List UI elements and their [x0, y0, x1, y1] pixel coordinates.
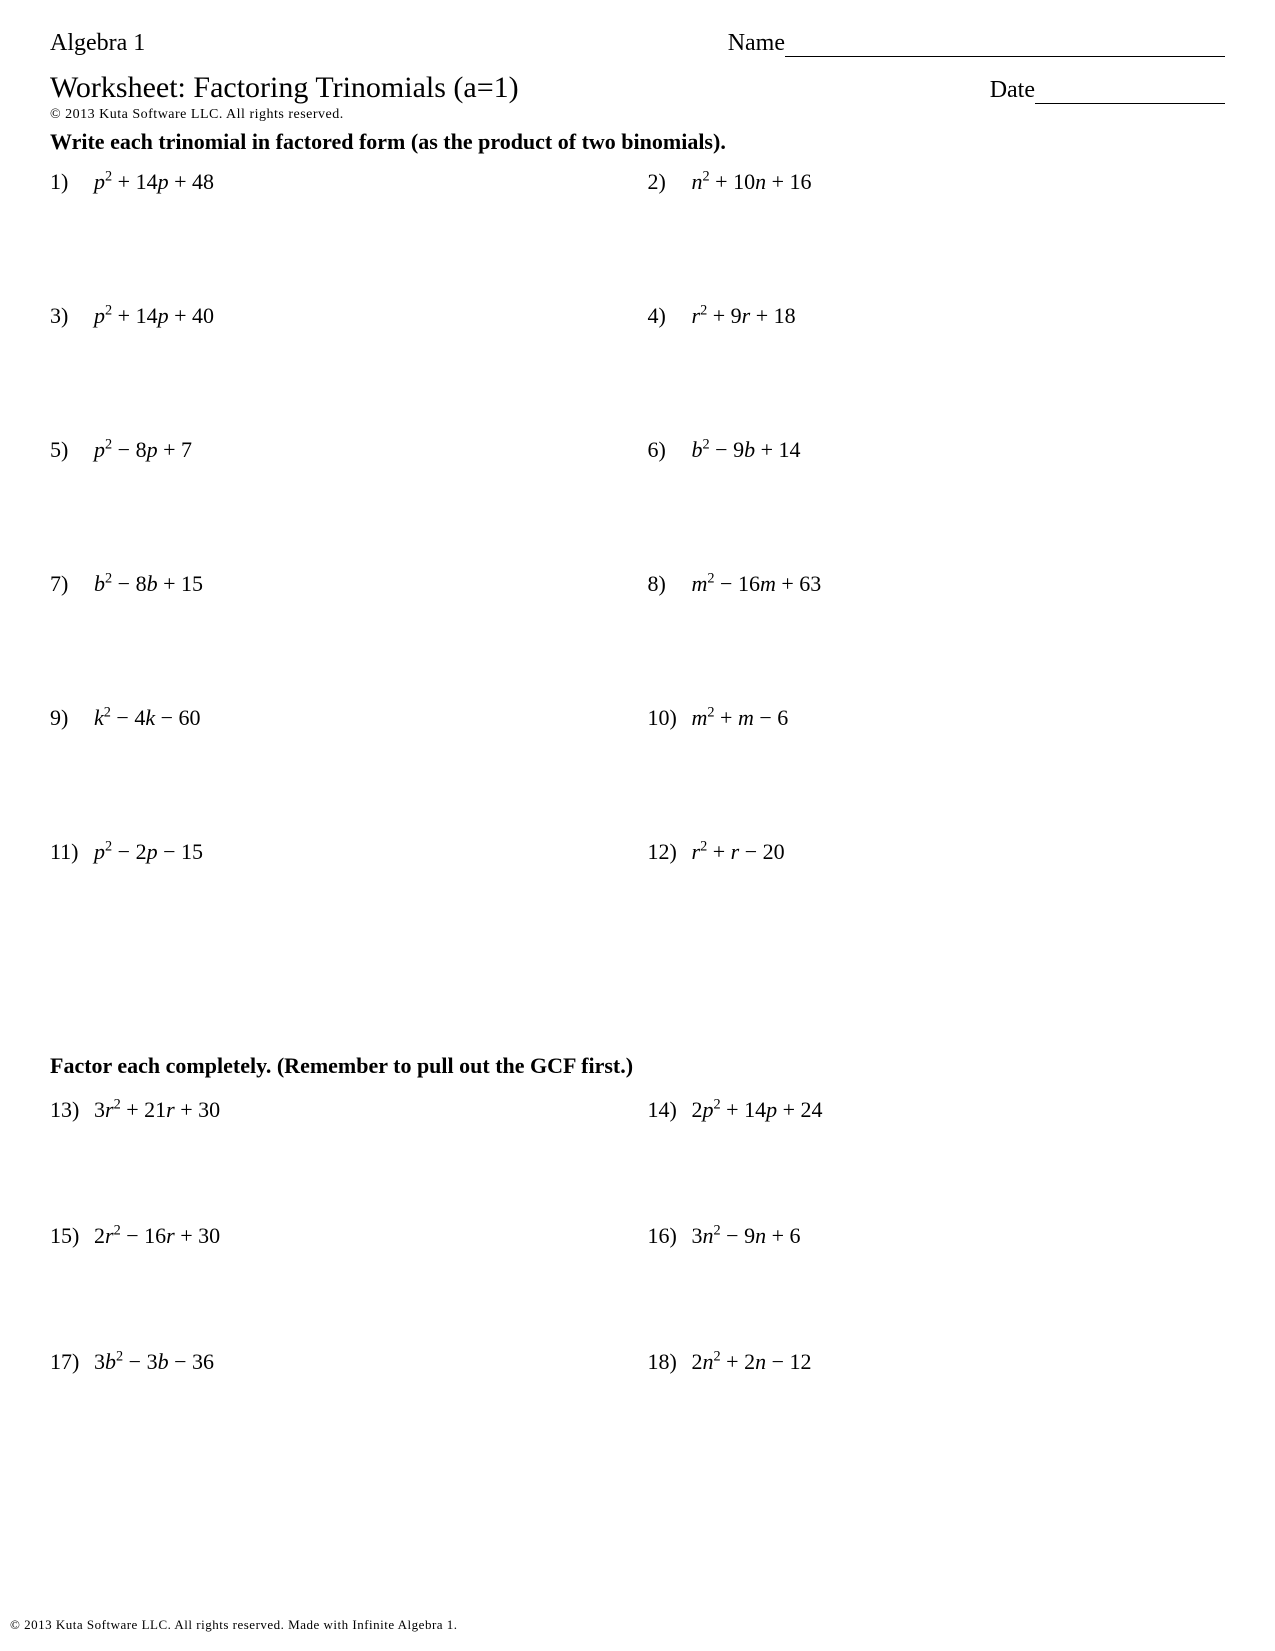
problem-expression: m2 − 16m + 63 — [692, 571, 822, 597]
problem-number: 17) — [50, 1349, 84, 1375]
title-row: Worksheet: Factoring Trinomials (a=1) © … — [50, 67, 1225, 123]
problem-expression: 2r2 − 16r + 30 — [94, 1223, 220, 1249]
problem-expression: n2 + 10n + 16 — [692, 169, 812, 195]
problem-item: 6) b2 − 9b + 14 — [648, 437, 1226, 463]
date-field: Date — [990, 77, 1225, 104]
footer-copyright: © 2013 Kuta Software LLC. All rights res… — [10, 1617, 458, 1633]
problem-expression: p2 + 14p + 40 — [94, 303, 214, 329]
problem-number: 15) — [50, 1223, 84, 1249]
problem-expression: 2p2 + 14p + 24 — [692, 1097, 823, 1123]
date-blank-line[interactable] — [1035, 103, 1225, 104]
problem-expression: 2n2 + 2n − 12 — [692, 1349, 812, 1375]
problem-item: 16) 3n2 − 9n + 6 — [648, 1223, 1226, 1249]
name-label: Name — [728, 30, 785, 56]
problem-item: 15) 2r2 − 16r + 30 — [50, 1223, 628, 1249]
problem-item: 18) 2n2 + 2n − 12 — [648, 1349, 1226, 1375]
section1-instructions: Write each trinomial in factored form (a… — [50, 129, 1225, 155]
problem-expression: p2 − 2p − 15 — [94, 839, 203, 865]
problem-item: 17) 3b2 − 3b − 36 — [50, 1349, 628, 1375]
problem-expression: r2 + r − 20 — [692, 839, 785, 865]
name-field: Name — [728, 30, 1225, 57]
problem-number: 6) — [648, 437, 682, 463]
problem-number: 1) — [50, 169, 84, 195]
problem-item: 4) r2 + 9r + 18 — [648, 303, 1226, 329]
problem-item: 9) k2 − 4k − 60 — [50, 705, 628, 731]
problem-item: 7) b2 − 8b + 15 — [50, 571, 628, 597]
problem-expression: b2 − 9b + 14 — [692, 437, 801, 463]
header-row: Algebra 1 Name — [50, 30, 1225, 57]
problem-expression: r2 + 9r + 18 — [692, 303, 796, 329]
name-blank-line[interactable] — [785, 56, 1225, 57]
date-label: Date — [990, 77, 1035, 103]
problem-item: 13) 3r2 + 21r + 30 — [50, 1097, 628, 1123]
problem-item: 12) r2 + r − 20 — [648, 839, 1226, 865]
problem-number: 8) — [648, 571, 682, 597]
problem-number: 3) — [50, 303, 84, 329]
problem-expression: m2 + m − 6 — [692, 705, 789, 731]
problem-expression: 3r2 + 21r + 30 — [94, 1097, 220, 1123]
problem-number: 9) — [50, 705, 84, 731]
problem-item: 5) p2 − 8p + 7 — [50, 437, 628, 463]
problem-number: 2) — [648, 169, 682, 195]
problem-expression: 3b2 − 3b − 36 — [94, 1349, 214, 1375]
problem-item: 3) p2 + 14p + 40 — [50, 303, 628, 329]
problem-expression: p2 + 14p + 48 — [94, 169, 214, 195]
problem-expression: p2 − 8p + 7 — [94, 437, 192, 463]
problem-number: 12) — [648, 839, 682, 865]
problem-item: 2) n2 + 10n + 16 — [648, 169, 1226, 195]
problem-item: 10) m2 + m − 6 — [648, 705, 1226, 731]
problem-number: 18) — [648, 1349, 682, 1375]
problem-expression: k2 − 4k − 60 — [94, 705, 201, 731]
problem-item: 1) p2 + 14p + 48 — [50, 169, 628, 195]
course-label: Algebra 1 — [50, 30, 145, 57]
problem-number: 11) — [50, 839, 84, 865]
problem-expression: 3n2 − 9n + 6 — [692, 1223, 801, 1249]
problem-expression: b2 − 8b + 15 — [94, 571, 203, 597]
section1-problems: 1) p2 + 14p + 48 2) n2 + 10n + 16 3) p2 + 14p… — [50, 169, 1225, 973]
problem-number: 13) — [50, 1097, 84, 1123]
worksheet-title: Worksheet: Factoring Trinomials (a=1) — [50, 71, 519, 105]
copyright-top: © 2013 Kuta Software LLC. All rights res… — [50, 107, 519, 123]
problem-number: 14) — [648, 1097, 682, 1123]
problem-number: 7) — [50, 571, 84, 597]
section2-instructions: Factor each completely. (Remember to pul… — [50, 1053, 1225, 1079]
section2-problems: 13) 3r2 + 21r + 30 14) 2p2 + 14p + 24 15) 2r2… — [50, 1097, 1225, 1475]
problem-item: 8) m2 − 16m + 63 — [648, 571, 1226, 597]
problem-item: 11) p2 − 2p − 15 — [50, 839, 628, 865]
problem-number: 4) — [648, 303, 682, 329]
problem-number: 5) — [50, 437, 84, 463]
problem-number: 10) — [648, 705, 682, 731]
problem-number: 16) — [648, 1223, 682, 1249]
problem-item: 14) 2p2 + 14p + 24 — [648, 1097, 1226, 1123]
